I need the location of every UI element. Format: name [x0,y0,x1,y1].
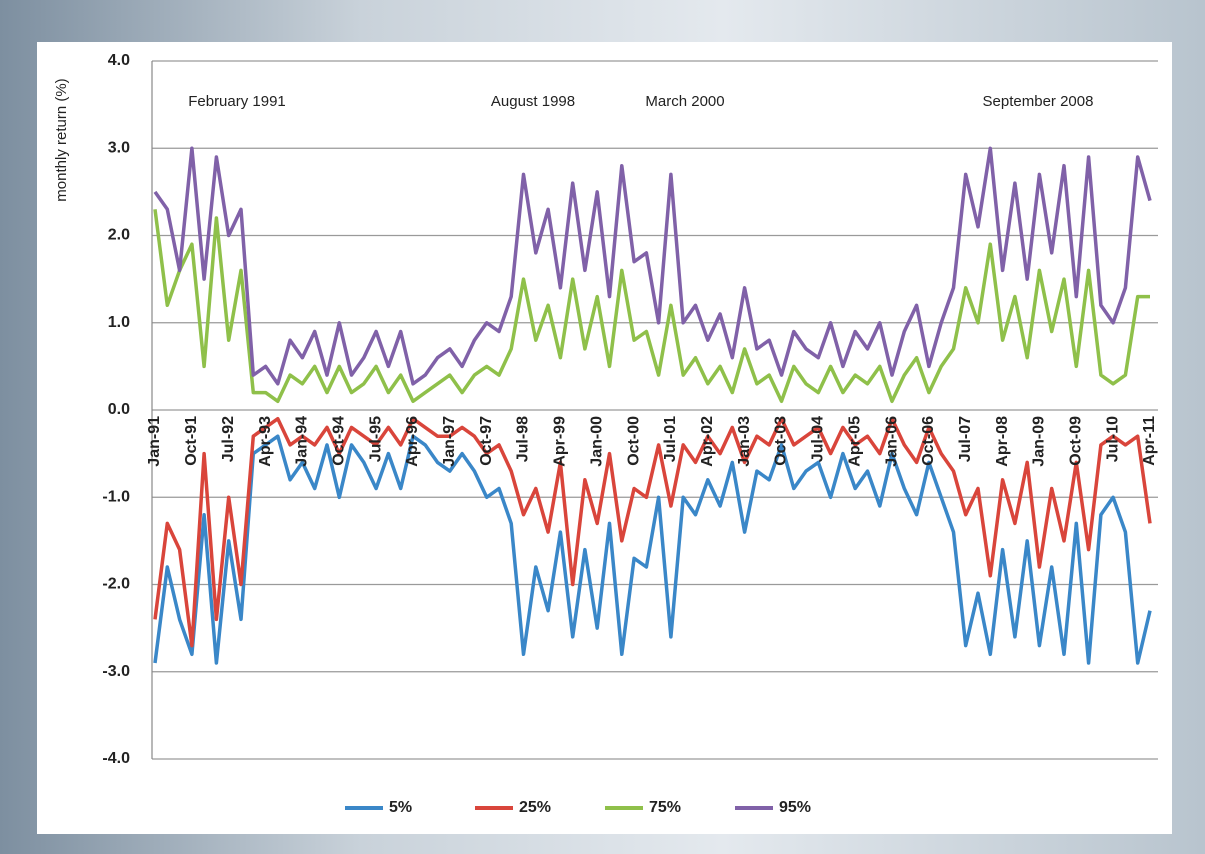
legend-label: 95% [779,799,811,816]
chart-panel [37,42,1172,834]
x-tick-label: Jan-00 [588,416,605,467]
annotation: September 2008 [983,93,1094,110]
x-tick-label: Jan-09 [1031,416,1048,467]
x-tick-label: Oct-09 [1068,416,1085,466]
x-tick-label: Jan-03 [736,416,753,467]
x-tick-label: Apr-05 [846,416,863,467]
y-tick-label: -4.0 [102,750,130,767]
x-tick-label: Jul-07 [957,416,974,462]
legend-label: 25% [519,799,551,816]
series-line [153,146,1152,386]
annotation: March 2000 [645,93,724,110]
x-tick-label: Oct-06 [920,416,937,466]
x-tick-label: Oct-00 [625,416,642,466]
annotation: August 1998 [491,93,575,110]
y-axis-title: monthly return (%) [53,78,70,201]
x-tick-label: Jan-97 [441,416,458,467]
x-tick-label: Apr-11 [1141,416,1158,466]
x-tick-label: Apr-02 [699,416,716,467]
x-tick-label: Apr-99 [552,416,569,467]
x-tick-label: Apr-08 [994,416,1011,467]
y-tick-label: -1.0 [102,488,130,505]
y-tick-label: 2.0 [108,227,130,244]
x-tick-label: Jul-95 [367,416,384,462]
y-tick-label: -3.0 [102,663,130,680]
x-tick-label: Oct-91 [183,416,200,466]
y-tick-label: 0.0 [108,401,130,418]
series-line [153,434,1152,665]
x-tick-label: Jan-91 [146,416,163,467]
x-tick-label: Jul-01 [662,416,679,462]
x-tick-label: Jul-10 [1104,416,1121,462]
annotation: February 1991 [188,93,286,110]
x-tick-label: Oct-03 [773,416,790,466]
series-line [153,209,1150,404]
legend-label: 5% [389,799,412,816]
legend-label: 75% [649,799,681,816]
x-tick-label: Oct-97 [478,416,495,466]
y-tick-label: 4.0 [108,52,130,69]
y-tick-label: 1.0 [108,314,130,331]
x-tick-label: Jul-04 [810,416,827,462]
x-tick-label: Apr-96 [404,416,421,467]
x-tick-label: Apr-93 [257,416,274,467]
y-tick-label: -2.0 [102,576,130,593]
x-tick-label: Jan-94 [294,416,311,467]
x-tick-label: Jul-92 [220,416,237,462]
x-tick-label: Jan-06 [883,416,900,467]
y-tick-label: 3.0 [108,139,130,156]
x-tick-label: Jul-98 [515,416,532,462]
x-tick-label: Oct-94 [330,416,347,466]
series-line [153,416,1152,648]
